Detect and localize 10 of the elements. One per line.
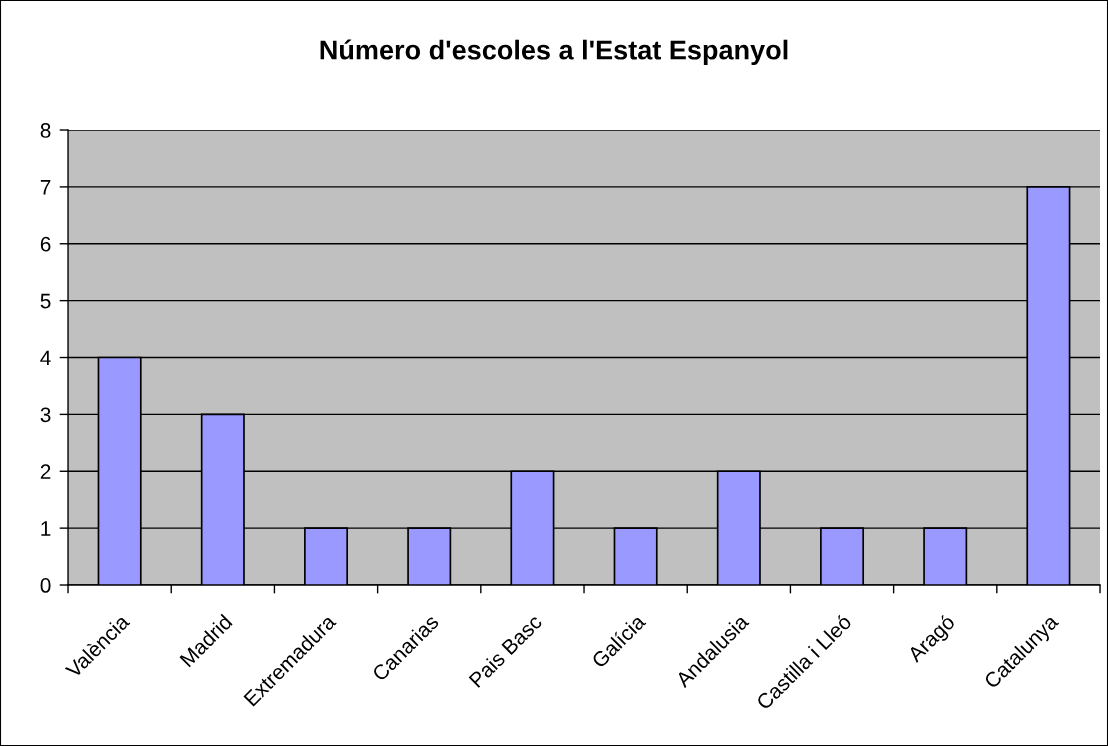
chart-title: Número d'escoles a l'Estat Espanyol <box>320 39 788 65</box>
y-tick-label: 2 <box>40 464 51 479</box>
y-tick-label: 6 <box>40 236 51 252</box>
y-tick-label: 5 <box>40 293 51 309</box>
y-tick-label: 3 <box>40 407 51 423</box>
y-tick-label: 8 <box>40 123 51 138</box>
y-tick-label: 7 <box>40 180 51 195</box>
y-tick-label: 1 <box>41 521 51 536</box>
y-tick-label: 0 <box>40 578 51 593</box>
y-tick-label: 4 <box>40 350 51 366</box>
